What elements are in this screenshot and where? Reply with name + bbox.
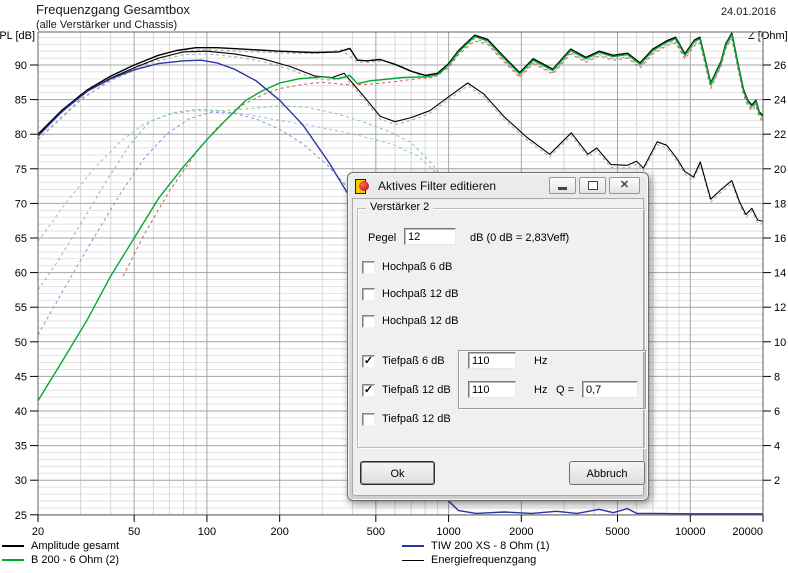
legend-item-amplitude: Amplitude gesamt: [2, 540, 119, 553]
plot-border: [37, 31, 764, 516]
svg-text:100: 100: [198, 526, 216, 538]
page-subtitle: (alle Verstärker und Chassis): [36, 19, 178, 31]
svg-text:65: 65: [15, 233, 27, 245]
svg-text:25: 25: [15, 510, 27, 522]
tiefpass12b-label: Tiefpaß 12 dB: [382, 413, 451, 425]
axis-labels: 9085807570656055504540353025262422201816…: [15, 60, 787, 538]
tiefpass12a-checkbox[interactable]: ✓: [362, 384, 375, 397]
svg-text:45: 45: [15, 371, 27, 383]
series-tiw-vergleich-dash: [38, 111, 412, 336]
legend-item-b200: B 200 - 6 Ohm (2): [2, 554, 119, 567]
svg-text:18: 18: [774, 198, 786, 210]
svg-text:60: 60: [15, 268, 27, 280]
date-label: 24.01.2016: [720, 6, 776, 18]
close-icon: ✕: [619, 179, 630, 191]
svg-text:20: 20: [32, 526, 44, 538]
svg-text:4: 4: [774, 441, 780, 453]
dialog-title: Aktives Filter editieren: [378, 178, 497, 193]
legend-line-energie: [402, 559, 424, 561]
svg-text:24: 24: [774, 95, 786, 107]
svg-text:14: 14: [774, 268, 786, 280]
svg-text:10000: 10000: [675, 526, 706, 538]
series-gesamt-dash: [38, 36, 763, 141]
svg-text:1000: 1000: [436, 526, 460, 538]
groupbox-label: Verstärker 2: [366, 201, 434, 213]
legend-line-tiw: [402, 545, 424, 548]
page-title: Frequenzgang Gesamtbox: [36, 2, 190, 17]
verstaerker-groupbox: Verstärker 2 Pegel dB (0 dB = 2,83Veff) …: [357, 201, 646, 448]
dialog-titlebar[interactable]: Aktives Filter editieren ✕: [348, 173, 648, 198]
series-amplitude-vergleich-dash: [122, 38, 763, 277]
svg-text:500: 500: [367, 526, 385, 538]
tiefpass6-freq-input[interactable]: [468, 352, 516, 369]
hochpass12a-checkbox[interactable]: [362, 288, 375, 301]
tiefpass6-freq-unit: Hz: [534, 355, 548, 367]
svg-text:12: 12: [774, 302, 786, 314]
svg-text:10: 10: [774, 337, 786, 349]
y-axis-right-label: Z [Ohm]: [748, 30, 788, 42]
svg-text:2000: 2000: [509, 526, 533, 538]
legend-item-energie: Energiefrequenzgang: [402, 554, 536, 567]
dialog-aktives-filter: Aktives Filter editieren ✕ Verstärker 2 …: [347, 172, 649, 501]
pegel-unit-label: dB (0 dB = 2,83Veff): [470, 232, 570, 244]
tiefpass6-checkbox[interactable]: ✓: [362, 355, 375, 368]
tiefpass12a-freq-input[interactable]: [468, 381, 516, 398]
svg-text:6: 6: [774, 406, 780, 418]
q-input[interactable]: [582, 381, 638, 398]
series-b200-vergleich-dash: [38, 105, 469, 291]
svg-text:20000: 20000: [732, 526, 763, 538]
svg-text:2: 2: [774, 475, 780, 487]
hochpass6-label: Hochpaß 6 dB: [382, 261, 453, 273]
svg-text:30: 30: [15, 475, 27, 487]
restore-button[interactable]: [579, 177, 606, 194]
q-label: Q =: [556, 384, 575, 396]
svg-text:70: 70: [15, 198, 27, 210]
svg-text:20: 20: [774, 164, 786, 176]
tiefpass12b-checkbox[interactable]: [362, 413, 375, 426]
y-axis-left-label: SPL [dB]: [0, 30, 36, 42]
svg-text:80: 80: [15, 129, 27, 141]
legend-item-tiw: TIW 200 XS - 8 Ohm (1): [402, 540, 550, 553]
minimize-icon: [558, 187, 567, 190]
restore-icon: [587, 181, 598, 190]
pegel-input[interactable]: [404, 228, 456, 245]
series-energie-dash: [38, 53, 763, 225]
svg-text:8: 8: [774, 371, 780, 383]
minimize-button[interactable]: [549, 177, 576, 194]
series-energiefrequenzgang: [38, 50, 763, 222]
svg-text:55: 55: [15, 302, 27, 314]
svg-text:5000: 5000: [605, 526, 629, 538]
series-amplitude-gesamt: [38, 32, 763, 135]
tiefpass-frame: [458, 350, 646, 409]
dialog-body: Verstärker 2 Pegel dB (0 dB = 2,83Veff) …: [352, 198, 646, 496]
svg-text:50: 50: [128, 526, 140, 538]
close-button[interactable]: ✕: [609, 177, 640, 194]
legend-line-b200: [2, 559, 24, 562]
svg-text:40: 40: [15, 406, 27, 418]
hochpass12b-label: Hochpaß 12 dB: [382, 315, 459, 327]
hochpass6-checkbox[interactable]: [362, 261, 375, 274]
tiefpass6-label: Tiefpaß 6 dB: [382, 355, 445, 367]
svg-text:85: 85: [15, 95, 27, 107]
ok-button[interactable]: Ok: [360, 461, 435, 485]
series-b200: [38, 33, 763, 401]
svg-text:75: 75: [15, 164, 27, 176]
svg-text:200: 200: [270, 526, 288, 538]
pegel-label: Pegel: [368, 232, 397, 244]
svg-text:50: 50: [15, 337, 27, 349]
hochpass12a-label: Hochpaß 12 dB: [382, 288, 459, 300]
svg-text:90: 90: [15, 60, 27, 72]
svg-text:35: 35: [15, 441, 27, 453]
tiefpass12a-freq-unit: Hz: [534, 384, 548, 396]
tiefpass12a-label: Tiefpaß 12 dB: [382, 384, 451, 396]
hochpass12b-checkbox[interactable]: [362, 315, 375, 328]
svg-text:26: 26: [774, 60, 786, 72]
legend-line-amplitude: [2, 545, 24, 548]
app-icon: [355, 178, 370, 194]
svg-text:16: 16: [774, 233, 786, 245]
svg-text:22: 22: [774, 129, 786, 141]
cancel-button[interactable]: Abbruch: [569, 461, 645, 485]
